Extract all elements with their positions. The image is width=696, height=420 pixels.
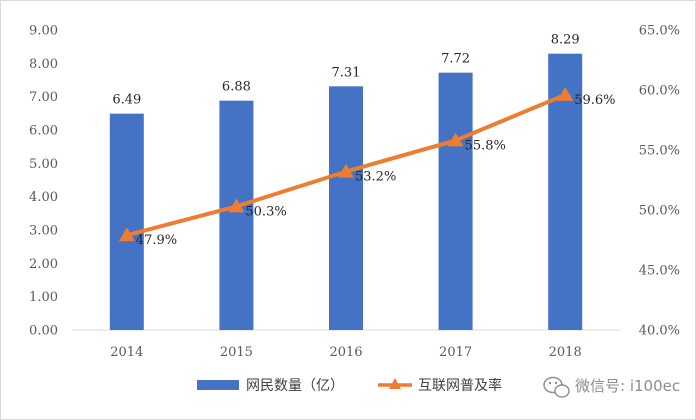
line-data-label: 55.8% — [465, 138, 506, 153]
left-tick-label: 0.00 — [29, 324, 58, 339]
line-marker-triangle — [338, 163, 354, 178]
line-data-label: 50.3% — [245, 204, 286, 219]
wechat-icon — [543, 376, 570, 398]
left-axis: 0.00 1.00 2.00 3.00 4.00 5.00 6.00 7.00 8.00 9.00 — [29, 24, 58, 339]
line-marker-triangle — [118, 227, 135, 242]
line-series — [118, 86, 574, 242]
legend-label-bar: 网民数量（亿） — [246, 378, 344, 394]
x-tick-label: 2014 — [110, 345, 143, 360]
watermark: 微信号: i100ec — [543, 376, 680, 398]
bar-data-label: 6.88 — [222, 80, 251, 95]
left-tick-label: 1.00 — [29, 290, 58, 305]
bar — [109, 113, 144, 331]
bar-data-label: 6.49 — [112, 93, 141, 108]
watermark-text: 微信号: i100ec — [575, 377, 680, 395]
bar — [438, 72, 473, 331]
left-tick-label: 3.00 — [29, 224, 58, 239]
legend-swatch-bar — [197, 380, 239, 390]
left-tick-label: 6.00 — [29, 124, 58, 139]
x-tick-label: 2015 — [220, 345, 253, 360]
line-marker-triangle — [447, 132, 464, 147]
bar-data-label: 8.29 — [551, 33, 580, 48]
bar-data-label: 7.31 — [332, 65, 361, 80]
x-tick-label: 2017 — [439, 345, 472, 360]
right-tick-label: 65.0% — [639, 24, 680, 39]
left-tick-label: 7.00 — [29, 90, 58, 105]
left-tick-label: 4.00 — [29, 190, 58, 205]
bar-series — [109, 53, 583, 331]
right-tick-label: 50.0% — [639, 204, 680, 219]
bar-data-labels: 6.49 6.88 7.31 7.72 8.29 — [112, 33, 579, 108]
left-tick-label: 8.00 — [29, 57, 58, 72]
bar — [329, 86, 363, 330]
right-tick-label: 40.0% — [639, 324, 680, 339]
legend-label-line: 互联网普及率 — [418, 377, 502, 394]
line-marker-triangle — [557, 86, 574, 101]
x-tick-label: 2018 — [549, 345, 582, 360]
line-data-labels: 47.9% 50.3% 53.2% 55.8% 59.6% — [136, 93, 616, 248]
line-data-label: 59.6% — [574, 93, 615, 108]
line-data-label: 53.2% — [355, 170, 396, 185]
left-tick-label: 2.00 — [29, 257, 58, 272]
left-tick-label: 5.00 — [29, 157, 58, 172]
bar-data-label: 7.72 — [441, 52, 470, 67]
left-tick-label: 9.00 — [29, 24, 58, 39]
right-axis: 40.0% 45.0% 50.0% 55.0% 60.0% 65.0% — [639, 24, 680, 339]
x-tick-label: 2016 — [329, 345, 362, 360]
right-tick-label: 45.0% — [639, 264, 680, 279]
x-axis: 2014 2015 2016 2017 2018 — [110, 345, 581, 360]
right-tick-label: 60.0% — [639, 84, 680, 99]
line-data-label: 47.9% — [136, 233, 177, 248]
bar — [219, 100, 254, 331]
legend-marker-triangle — [389, 378, 401, 389]
right-tick-label: 55.0% — [639, 144, 680, 159]
line-marker-triangle — [228, 198, 245, 213]
legend: 网民数量（亿） 互联网普及率 — [197, 377, 502, 394]
